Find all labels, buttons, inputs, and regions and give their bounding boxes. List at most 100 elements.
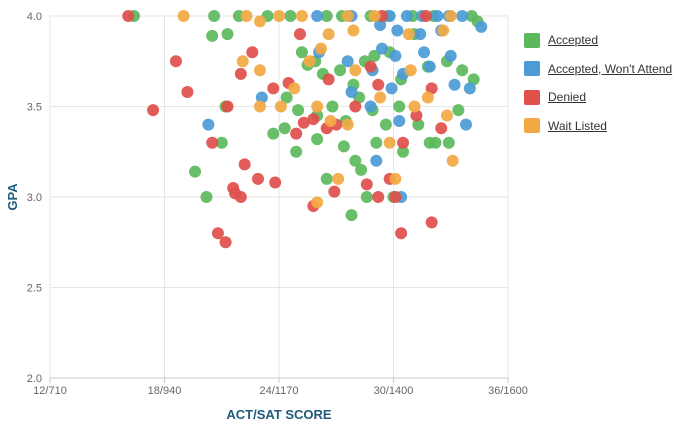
data-point [320, 172, 333, 185]
data-point [334, 64, 347, 77]
legend-item-wait-listed[interactable]: Wait Listed [524, 116, 680, 136]
data-point [297, 116, 310, 129]
data-point [189, 165, 202, 178]
legend-swatch-denied [524, 89, 540, 105]
data-point [355, 163, 368, 176]
data-point [444, 49, 457, 62]
data-point [278, 122, 291, 135]
x-tick-label: 36/1600 [488, 385, 528, 397]
data-point [290, 145, 303, 158]
legend-item-accepted-wont-attend[interactable]: Accepted, Won't Attend [524, 59, 680, 79]
data-point [368, 10, 381, 22]
data-point [238, 158, 251, 171]
data-point [206, 136, 219, 149]
y-tick-label: 3.0 [27, 192, 42, 204]
data-point [475, 20, 488, 33]
data-point [269, 176, 282, 189]
data-point [345, 86, 358, 99]
data-point [372, 78, 385, 91]
legend: Accepted Accepted, Won't Attend Denied W… [524, 30, 680, 144]
legend-item-accepted[interactable]: Accepted [524, 30, 680, 50]
data-point [364, 100, 377, 113]
data-point [206, 29, 219, 42]
data-point [221, 28, 234, 41]
data-point [322, 73, 335, 86]
data-point [349, 154, 362, 167]
data-point [236, 55, 249, 68]
data-point [341, 55, 354, 68]
data-point [311, 133, 324, 146]
data-point [324, 114, 337, 127]
data-point [311, 10, 324, 22]
data-point [295, 10, 308, 22]
data-point [376, 42, 389, 55]
data-point [328, 185, 341, 198]
x-axis-title: ACT/SAT SCORE [226, 407, 332, 422]
data-point [414, 28, 427, 41]
legend-swatch-wait-listed [524, 118, 540, 133]
data-point [370, 136, 383, 149]
data-point [442, 136, 455, 149]
x-tick-label: 24/1170 [260, 385, 299, 397]
data-point [267, 127, 280, 140]
data-point [280, 91, 293, 104]
data-point [202, 118, 215, 131]
data-point [177, 10, 190, 22]
data-point [395, 227, 408, 240]
data-point [404, 64, 417, 77]
data-point [372, 191, 385, 203]
x-tick-label: 18/940 [148, 385, 182, 397]
data-point [374, 19, 387, 32]
data-point [267, 82, 280, 95]
data-point [418, 46, 431, 59]
data-point [288, 82, 301, 95]
data-point [147, 104, 160, 117]
data-point [332, 172, 345, 185]
data-point [200, 191, 213, 203]
data-point [341, 118, 354, 131]
data-point [215, 136, 228, 149]
data-point [412, 118, 425, 131]
data-point [421, 91, 434, 104]
data-point [383, 136, 396, 149]
data-point [448, 78, 461, 91]
data-point [253, 64, 266, 77]
data-point [460, 118, 473, 131]
legend-label-wait-listed: Wait Listed [548, 118, 607, 133]
data-point [221, 100, 234, 113]
data-point [360, 178, 373, 191]
y-tick-label: 2.5 [27, 283, 42, 295]
legend-item-denied[interactable]: Denied [524, 87, 680, 107]
data-point [169, 55, 182, 68]
data-point [419, 10, 432, 22]
data-point [446, 154, 459, 167]
data-point [389, 49, 402, 62]
data-point [307, 113, 320, 126]
data-point [253, 100, 266, 113]
data-point [208, 10, 221, 22]
y-tick-label: 2.0 [27, 373, 42, 385]
data-point [435, 122, 448, 135]
data-point [349, 64, 362, 77]
data-point [284, 10, 297, 22]
data-point [292, 104, 305, 117]
data-point [320, 10, 333, 22]
data-point [389, 191, 402, 203]
data-point [437, 24, 450, 37]
data-point [370, 154, 383, 167]
data-point [389, 172, 402, 185]
x-tick-label: 12/710 [33, 385, 67, 397]
data-point [293, 28, 306, 41]
data-point [345, 209, 358, 222]
legend-label-accepted-wont-attend: Accepted, Won't Attend [548, 61, 673, 76]
data-point [252, 172, 265, 185]
data-point [393, 114, 406, 127]
legend-swatch-accepted [524, 32, 540, 48]
data-point [347, 24, 360, 37]
data-point [444, 10, 457, 22]
data-point [423, 60, 436, 73]
data-point [290, 127, 303, 140]
data-point [326, 100, 339, 113]
